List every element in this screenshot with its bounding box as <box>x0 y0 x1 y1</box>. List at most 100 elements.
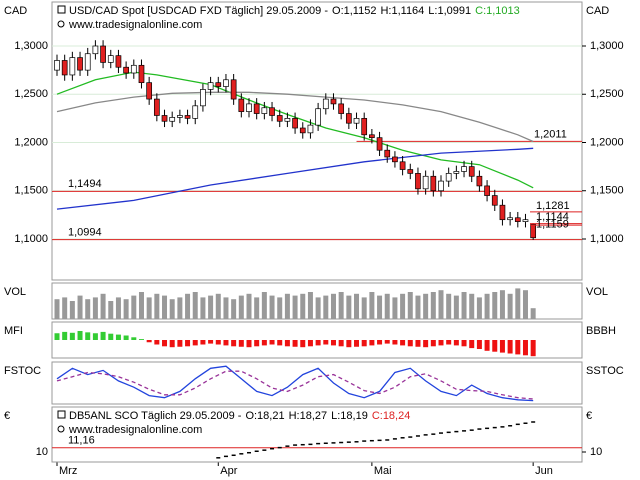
candle-body <box>422 175 429 190</box>
bar <box>54 333 60 340</box>
bar <box>131 337 137 340</box>
candle-body <box>399 161 406 170</box>
bar <box>85 299 91 319</box>
candle-body <box>338 103 345 114</box>
bar <box>100 293 106 319</box>
bar <box>185 340 191 347</box>
bar <box>530 340 536 357</box>
bar <box>277 297 283 319</box>
bar <box>162 340 168 347</box>
axis-label: MFI <box>4 325 23 337</box>
candle-body <box>484 185 490 196</box>
candle-body <box>292 118 298 129</box>
line <box>56 147 534 210</box>
bar <box>123 335 129 340</box>
legend-icon <box>57 410 66 419</box>
bar <box>192 292 198 319</box>
bar <box>499 340 505 353</box>
bar <box>346 340 352 348</box>
bar <box>469 340 475 349</box>
bar <box>484 340 490 351</box>
bar <box>476 297 482 319</box>
candle-body <box>315 108 321 126</box>
bar <box>346 295 352 319</box>
candle-body <box>61 60 68 76</box>
candle-body <box>430 175 437 192</box>
bar <box>115 297 121 319</box>
candle-body <box>84 53 91 71</box>
x-tick-label: Jun <box>535 465 553 477</box>
price-marker-label: 1,1281 <box>536 200 570 212</box>
bar <box>231 340 237 347</box>
bar <box>223 297 229 319</box>
bar <box>530 308 536 319</box>
candle-body <box>261 107 268 114</box>
bar <box>423 293 429 319</box>
bar <box>446 293 452 319</box>
quote: L:1,0991 <box>428 5 471 17</box>
candle-body <box>299 127 306 134</box>
bar <box>522 340 528 356</box>
bar <box>307 340 313 347</box>
bar <box>377 295 383 319</box>
candle-body <box>369 134 375 139</box>
bar <box>323 340 329 345</box>
bar <box>200 340 206 345</box>
y-tick-label: 1,1000 <box>14 233 48 245</box>
axis-label-right: BBBH <box>586 325 616 337</box>
bar <box>162 295 168 319</box>
bar <box>354 293 360 319</box>
candle-body <box>499 204 506 221</box>
price-marker-label: 1,1144 <box>536 211 569 223</box>
bar <box>208 295 214 319</box>
candle-body <box>215 82 222 87</box>
axis-label-right: VOL <box>586 286 608 298</box>
quote: O:1,1152 <box>332 5 376 17</box>
candle-body <box>230 79 237 100</box>
bar <box>177 297 183 319</box>
bar <box>154 293 160 319</box>
candle-body <box>461 166 467 172</box>
bar <box>461 340 467 347</box>
candle-body <box>169 117 176 122</box>
bar <box>131 295 137 319</box>
candle-body <box>238 98 245 112</box>
y-tick-label: 1,2000 <box>14 136 48 148</box>
candle-body <box>153 98 160 116</box>
candle-body <box>207 82 214 90</box>
candle-body <box>130 64 137 74</box>
bar <box>330 340 336 346</box>
legend-icon <box>57 5 66 14</box>
bar <box>284 340 290 347</box>
bar <box>284 293 290 319</box>
candle-body <box>69 57 76 76</box>
bar <box>77 331 83 340</box>
bar <box>115 334 121 340</box>
quote: H:1,1164 <box>380 5 424 17</box>
bar <box>85 332 91 340</box>
candle-body <box>353 118 360 124</box>
quote: H:18,27 <box>289 410 328 422</box>
line <box>56 71 534 189</box>
bar <box>469 293 475 319</box>
bar <box>400 340 406 346</box>
title-text: USD/CAD Spot [USDCAD FXD Täglich] 29.05.… <box>69 5 328 17</box>
bar <box>423 340 429 348</box>
title-text: DB5ANL SCO Täglich 29.05.2009 - <box>69 410 242 422</box>
bar <box>492 292 498 319</box>
watermark: www.tradesignalonline.com <box>68 19 202 31</box>
bar <box>338 292 344 319</box>
bar <box>77 295 83 319</box>
candle-body <box>253 103 260 114</box>
bar <box>238 340 244 347</box>
candle-body <box>345 113 352 124</box>
bar <box>92 297 98 319</box>
candle-body <box>161 115 168 122</box>
candle-body <box>54 60 60 71</box>
bar <box>192 340 198 346</box>
candle-body <box>192 105 199 119</box>
y-tick-label-right: 1,1000 <box>590 233 624 245</box>
bar <box>246 340 252 348</box>
bar <box>292 295 298 319</box>
candle-body <box>223 79 229 87</box>
